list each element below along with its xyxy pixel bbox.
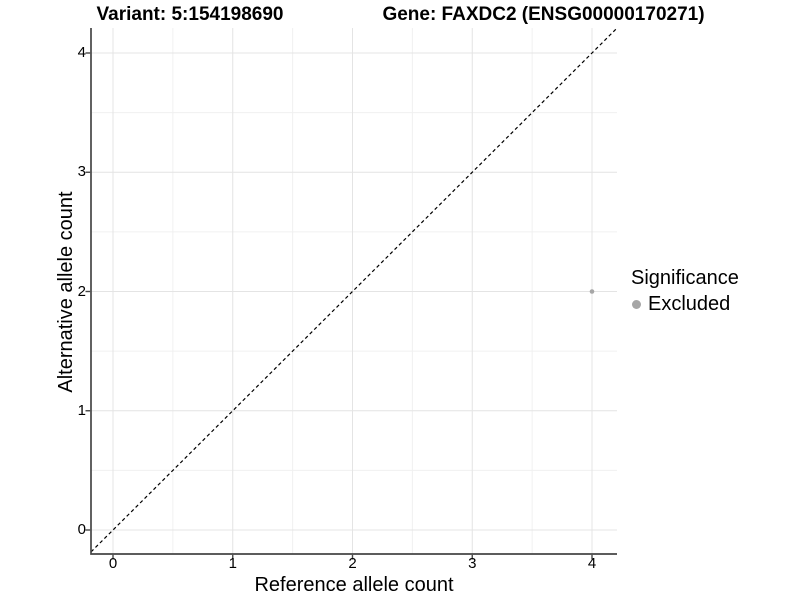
y-tick-label: 4 <box>77 44 86 61</box>
legend-item: Excluded <box>631 293 739 315</box>
y-tick-label: 3 <box>77 163 86 181</box>
x-tick-label: 3 <box>468 555 477 572</box>
plot-title-gene: Gene: FAXDC2 (ENSG00000170271) <box>382 4 705 25</box>
axis-lines <box>90 28 617 555</box>
x-tick-label: 4 <box>587 555 597 572</box>
legend-title: Significance <box>631 267 739 289</box>
legend-item-label: Excluded <box>648 293 731 315</box>
legend-items: Excluded <box>631 293 739 315</box>
x-tick-label: 2 <box>348 555 357 572</box>
legend: Significance Excluded <box>631 266 739 315</box>
y-tick-label: 1 <box>77 401 86 419</box>
x-tick-label: 0 <box>108 555 118 572</box>
y-tick-label: 2 <box>77 282 86 300</box>
data-point <box>589 289 595 294</box>
x-axis-title: Reference allele count <box>254 574 454 596</box>
x-tick-label: 1 <box>228 555 237 572</box>
identity-reference-line <box>90 27 618 553</box>
plot-title-variant: Variant: 5:154198690 <box>96 4 284 25</box>
y-tick-label: 0 <box>77 521 86 538</box>
legend-key-dot-icon <box>632 299 641 309</box>
